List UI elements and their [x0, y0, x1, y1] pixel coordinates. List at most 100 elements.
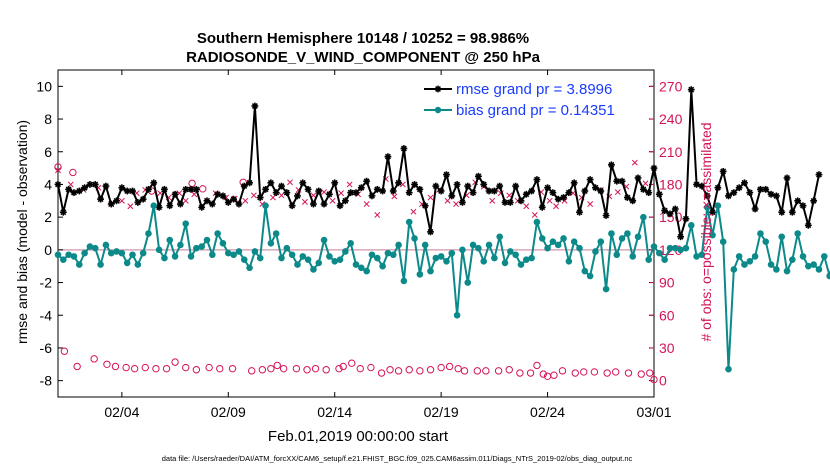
rmse-point [59, 208, 67, 216]
rmse-point [299, 179, 307, 187]
obs-assimilated-stroke [374, 212, 381, 218]
rmse-point-stroke [145, 186, 152, 193]
rmse-point [730, 189, 738, 197]
obs-possible-point [611, 368, 620, 376]
rmse-point [272, 189, 280, 197]
rmse-point [150, 179, 158, 187]
rmse-point-stroke [448, 192, 455, 199]
rmse-point-stroke [60, 209, 67, 216]
rmse-point-stroke [539, 204, 546, 211]
rmse-point-stroke [102, 183, 109, 190]
rmse-point [757, 185, 764, 193]
rmse-point [490, 187, 498, 195]
bias-point [299, 253, 307, 260]
obs-possible-point [122, 363, 130, 372]
obs-assimilated-stroke [301, 198, 308, 205]
rmse-point-stroke [640, 186, 647, 193]
rmse-point-stroke [656, 191, 663, 198]
left-tick-label: 2 [44, 209, 52, 225]
obs-assimilated-point [301, 198, 308, 205]
bias-point [235, 248, 243, 255]
obs-assimilated-stroke [278, 192, 285, 199]
bias-point [379, 262, 386, 270]
bias-point [799, 253, 807, 260]
rmse-point [474, 172, 482, 180]
x-tick-label: 02/14 [317, 404, 352, 420]
rmse-point [506, 199, 514, 206]
rmse-point-stroke [246, 179, 253, 186]
rmse-point-stroke [368, 192, 375, 199]
rmse-point [698, 182, 706, 190]
chart-title-line2: RADIOSONDE_V_WIND_COMPONENT @ 250 hPa [186, 49, 541, 66]
rmse-point [810, 197, 818, 205]
obs-possible-point [494, 367, 503, 375]
rmse-point-stroke [629, 197, 636, 204]
rmse-point-stroke [379, 188, 386, 194]
rmse-point [208, 200, 216, 208]
rmse-point [368, 192, 376, 200]
obs-possible-point [356, 364, 364, 373]
rmse-point-stroke [533, 176, 540, 183]
obs-possible-point [111, 362, 120, 371]
rmse-point [129, 187, 136, 195]
rmse-point-stroke [262, 186, 269, 193]
obs-possible-point [454, 364, 462, 373]
rmse-point-stroke [459, 199, 466, 206]
rmse-point-stroke [55, 181, 61, 188]
rmse-point-stroke [736, 184, 743, 191]
rmse-point-stroke [156, 204, 163, 211]
rmse-point [794, 197, 802, 205]
rmse-point [166, 202, 174, 210]
bias-point [363, 267, 370, 275]
obs-possible-point [103, 360, 111, 368]
rmse-point-stroke [698, 183, 705, 190]
obs-possible-point [386, 366, 394, 374]
obs-possible-point [73, 362, 81, 371]
bias-point [507, 248, 514, 255]
rmse-point-stroke [235, 201, 242, 208]
bias-point [405, 218, 413, 226]
rmse-point [533, 176, 541, 183]
bias-point [751, 253, 759, 260]
obs-possible-point [248, 367, 256, 375]
obs-possible-point [460, 367, 469, 375]
obs-assimilated-stroke [523, 203, 530, 210]
bias-point [613, 251, 621, 259]
bias-point [464, 279, 472, 286]
bias-point [741, 261, 748, 268]
bias-point [666, 244, 674, 252]
rmse-point-stroke [565, 189, 572, 196]
bias-point [187, 253, 195, 260]
bias-point [65, 251, 72, 259]
bias-point [256, 254, 264, 262]
obs-assimilated-stroke [287, 179, 293, 186]
obs-assimilated-point [278, 192, 285, 199]
bias-point [565, 257, 573, 265]
rmse-point [544, 184, 551, 192]
legend-label: bias grand pr = 0.14351 [456, 102, 615, 119]
bias-point [650, 243, 658, 250]
obs-possible-point [258, 366, 267, 374]
bias-point [554, 241, 562, 249]
rmse-point-stroke [502, 199, 508, 206]
rmse-point [741, 179, 748, 187]
rmse-point-stroke [305, 186, 312, 193]
rmse-point-stroke [267, 179, 274, 186]
obs-possible-point [348, 359, 356, 367]
rmse-point [102, 182, 110, 190]
rmse-point-stroke [390, 188, 397, 194]
rmse-point-stroke [454, 181, 461, 188]
rmse-point [576, 208, 583, 216]
obs-possible-point [171, 358, 179, 366]
legend-marker [434, 106, 442, 114]
bias-point [107, 249, 115, 257]
rmse-point [581, 187, 589, 195]
obs-assimilated-stroke [391, 193, 398, 200]
bias-point [570, 238, 578, 245]
obs-possible-point [646, 369, 654, 377]
rmse-point-stroke [113, 197, 120, 204]
bias-point [491, 254, 498, 262]
rmse-point [655, 190, 663, 198]
bias-point [448, 249, 456, 257]
right-tick-label: 150 [659, 209, 683, 225]
